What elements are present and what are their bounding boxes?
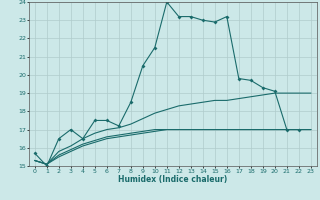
X-axis label: Humidex (Indice chaleur): Humidex (Indice chaleur) bbox=[118, 175, 228, 184]
